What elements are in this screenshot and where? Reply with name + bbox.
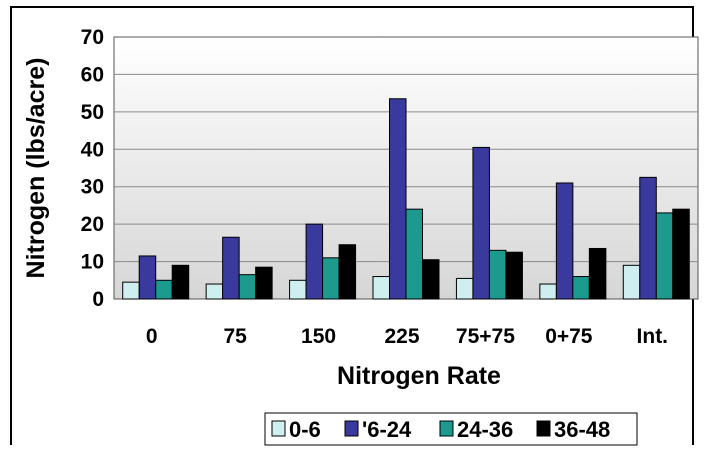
x-tick-label: 0 [146, 325, 158, 348]
bar-06-7575 [455, 277, 474, 300]
x-tick-label: 75 [223, 325, 247, 348]
x-tick-label: 0+75 [545, 325, 593, 348]
y-tick-label: 70 [81, 26, 104, 49]
bar-3648-Int [672, 208, 690, 300]
bar-06-150 [289, 279, 307, 300]
legend-swatch [536, 420, 551, 437]
bar-2436-0 [155, 279, 173, 300]
bar-06-0 [122, 281, 140, 300]
legend-swatch [271, 420, 286, 437]
y-tick-label: 40 [81, 138, 104, 161]
legend-label: '6-24 [362, 417, 412, 442]
legend-label: 36-48 [554, 417, 610, 442]
bar-624-150 [305, 223, 324, 300]
x-axis-title: Nitrogen Rate [337, 362, 501, 390]
y-tick-labels: 0 10 20 30 40 50 60 70 [81, 26, 104, 311]
bar-2436-75 [238, 274, 257, 300]
legend-swatch [439, 420, 454, 437]
y-tick-label: 20 [81, 213, 104, 236]
bar-624-7575 [472, 146, 490, 300]
y-axis-title: Nitrogen (lbs/acre) [22, 58, 50, 279]
legend-label: 0-6 [289, 417, 321, 442]
y-tick-label: 60 [81, 63, 104, 86]
bar-3648-7575 [505, 251, 523, 300]
bar-06-075 [539, 283, 557, 300]
y-tick-label: 0 [92, 288, 104, 311]
y-tick-label: 30 [81, 176, 104, 199]
bar-3648-75 [255, 266, 273, 300]
bar-2436-075 [572, 276, 590, 300]
bar-3648-0 [171, 264, 190, 300]
x-tick-label: 75+75 [456, 325, 515, 348]
x-tick-label: 150 [301, 325, 336, 348]
legend-swatch [344, 420, 359, 437]
x-tick-label: Int. [637, 325, 669, 348]
bars [122, 98, 690, 300]
y-tick-label: 10 [81, 251, 104, 274]
bar-06-Int [622, 264, 641, 300]
legend-label: 24-36 [457, 417, 513, 442]
bar-06-225 [372, 276, 390, 300]
bar-2436-225 [405, 208, 423, 300]
bar-2436-150 [322, 257, 340, 300]
bar-624-Int [639, 176, 657, 300]
bar-624-0 [138, 255, 157, 300]
legend: 0-6 '6-24 24-36 36-48 [264, 412, 638, 446]
bar-3648-150 [338, 244, 357, 300]
bar-2436-7575 [488, 249, 507, 300]
x-tick-labels: 0 75 150 225 75+75 0+75 Int. [146, 325, 668, 348]
bar-2436-Int [655, 212, 674, 300]
bar-3648-075 [588, 247, 607, 300]
bar-624-225 [389, 98, 407, 300]
bar-06-75 [205, 283, 224, 300]
bar-624-75 [222, 236, 240, 300]
x-tick-label: 225 [384, 325, 419, 348]
bar-3648-225 [422, 259, 440, 300]
bar-624-075 [555, 182, 574, 300]
y-tick-label: 50 [81, 101, 104, 124]
